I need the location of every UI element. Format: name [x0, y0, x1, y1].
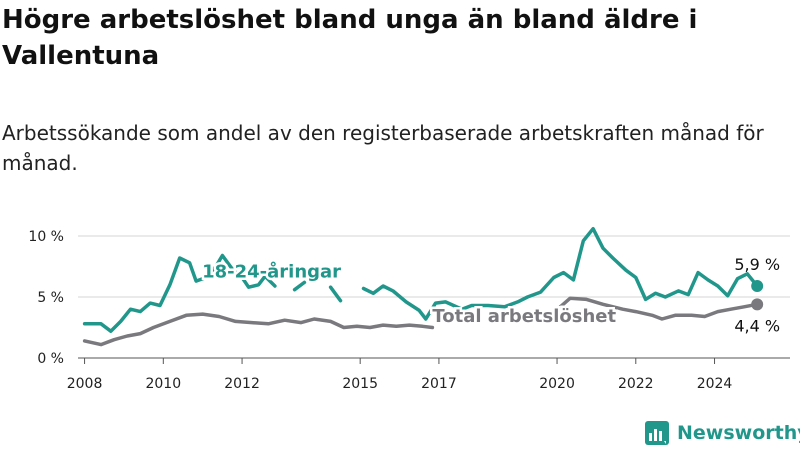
series-name-label: 18-24-åringar	[202, 260, 341, 282]
brand-name: Newsworthy	[677, 422, 800, 444]
x-tick-label: 2015	[342, 376, 378, 390]
chart-subtitle: Arbetssökande som andel av den registerb…	[2, 121, 764, 175]
x-tick-label: 2020	[539, 376, 575, 390]
brand-logo: Newsworthy	[645, 419, 800, 447]
newsworthy-logo-icon	[645, 421, 669, 445]
line-chart: 0 % 5 % 10 % 2008 2010 2012 2015 2017 2020 2022 20…	[28, 226, 790, 390]
y-tick-label: 10 %	[28, 229, 64, 245]
x-tick-label: 2008	[67, 376, 103, 390]
end-value-label: 4,4 %	[734, 316, 780, 335]
end-value-label: 5,9 %	[734, 255, 780, 274]
series-end-point	[751, 280, 764, 293]
x-tick-label: 2024	[697, 376, 733, 390]
series-name-label: Total arbetslöshet	[432, 306, 616, 327]
x-tick-label: 2010	[145, 376, 181, 390]
x-tick-label: 2017	[421, 376, 457, 390]
y-tick-label: 5 %	[37, 290, 64, 306]
x-tick-label: 2022	[618, 376, 654, 390]
series-line-total	[82, 296, 759, 347]
x-tick-label: 2012	[224, 376, 260, 390]
y-tick-label: 0 %	[37, 351, 64, 367]
series-end-point	[751, 298, 764, 311]
series-line-youth	[82, 226, 759, 333]
chart-title: Högre arbetslöshet bland unga än bland ä…	[2, 5, 698, 71]
